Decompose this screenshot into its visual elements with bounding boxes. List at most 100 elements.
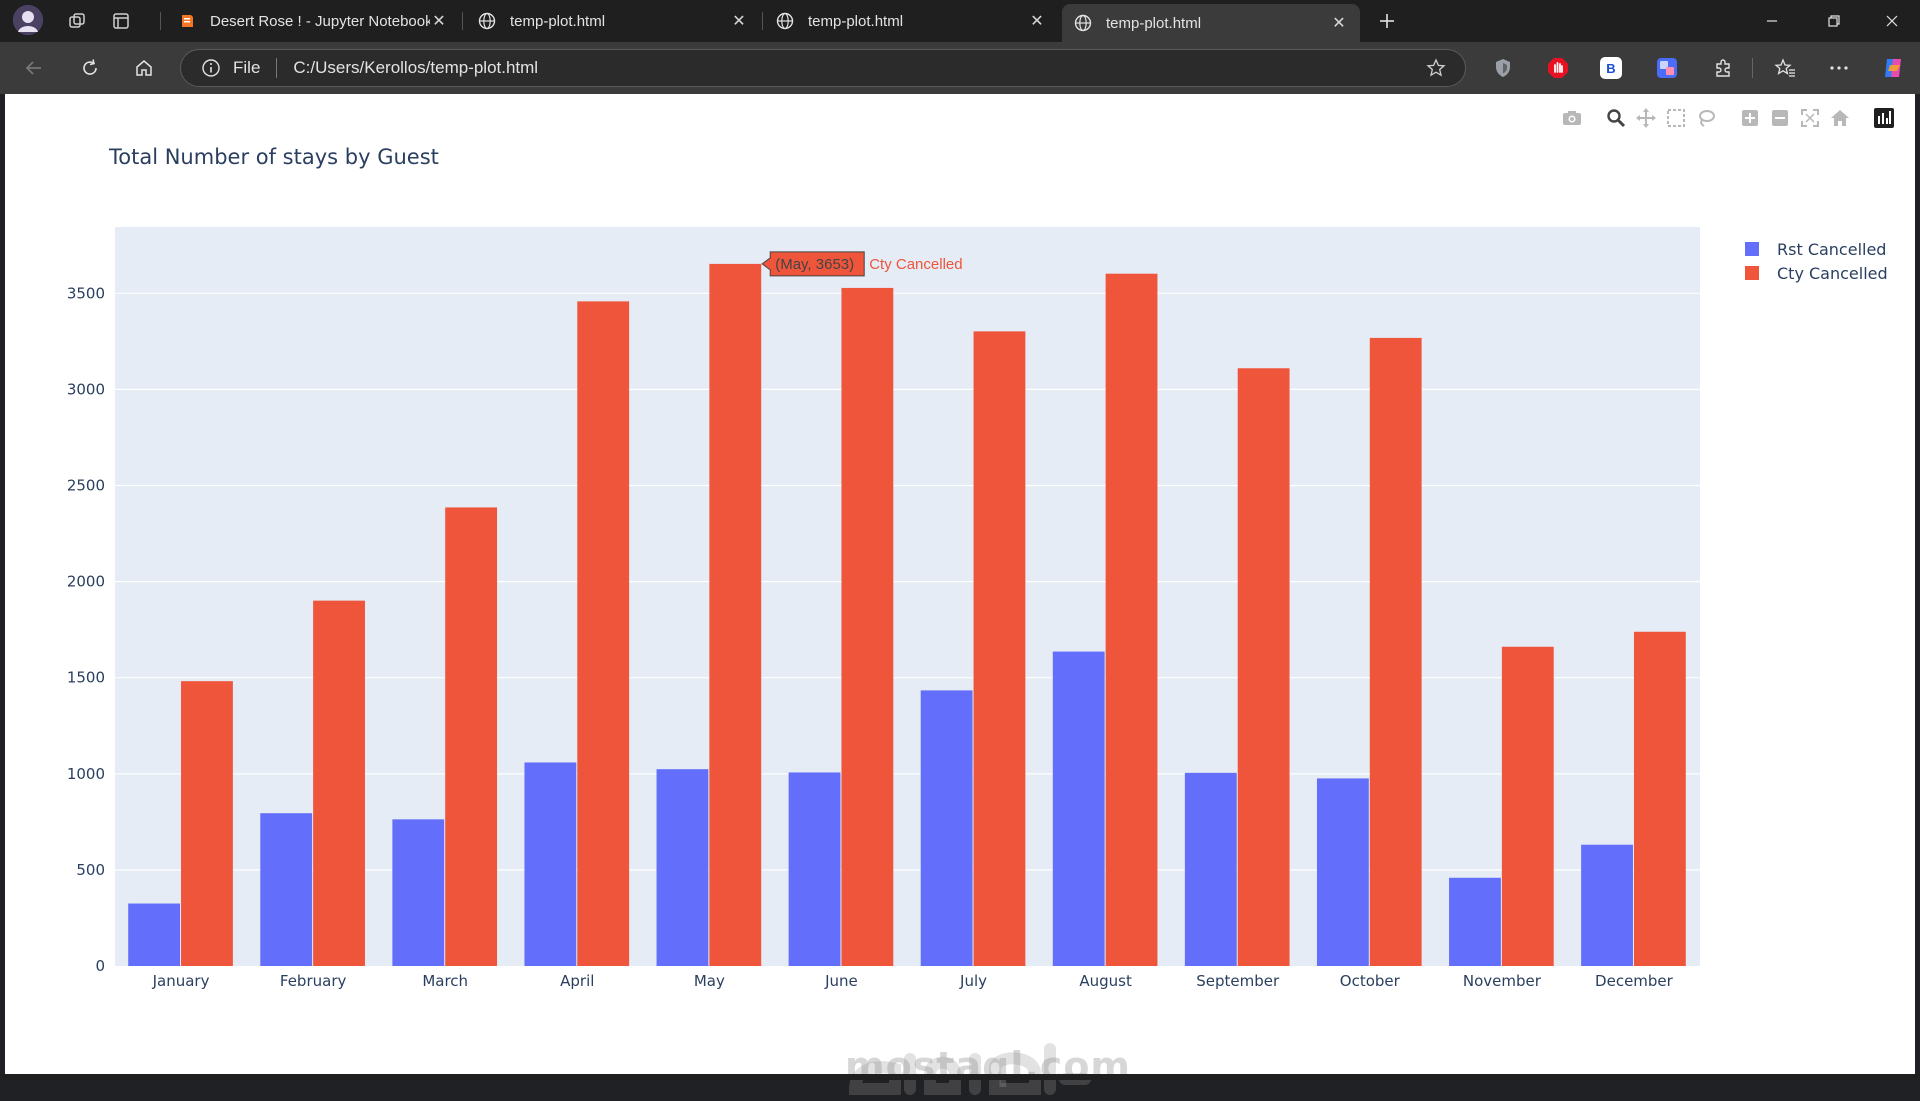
url-text[interactable]: C:/Users/Kerollos/temp-plot.html bbox=[293, 58, 539, 77]
close-tab-icon[interactable]: ✕ bbox=[732, 13, 746, 30]
workspaces-icon bbox=[69, 13, 85, 28]
home-icon bbox=[136, 60, 152, 76]
x-tick-label: September bbox=[1196, 972, 1280, 990]
minimize-button[interactable] bbox=[1744, 0, 1800, 42]
tab-title: temp-plot.html bbox=[808, 12, 904, 30]
x-tick-label: April bbox=[560, 972, 594, 990]
legend-label: Cty Cancelled bbox=[1777, 263, 1888, 283]
favorite-star-icon[interactable] bbox=[1425, 57, 1447, 79]
plus-icon bbox=[1380, 14, 1394, 28]
bar-rst-cancelled bbox=[920, 690, 973, 966]
zoom-icon[interactable] bbox=[1603, 106, 1629, 130]
bar-rst-cancelled bbox=[1581, 844, 1633, 966]
profile-avatar[interactable] bbox=[13, 5, 43, 35]
tab-temp-plot-1[interactable]: temp-plot.html ✕ bbox=[466, 4, 760, 38]
globe-icon bbox=[478, 12, 496, 30]
close-tab-icon[interactable]: ✕ bbox=[432, 13, 446, 30]
reload-icon bbox=[83, 59, 97, 75]
y-axis-ticks: 0 500 1000 1500 2000 2500 3000 3500 bbox=[67, 284, 105, 975]
legend-label: Rst Cancelled bbox=[1777, 239, 1887, 259]
y-tick-label: 1500 bbox=[67, 669, 105, 687]
y-tick-label: 2500 bbox=[67, 477, 105, 495]
shield-extension-icon[interactable] bbox=[1490, 55, 1516, 81]
box-select-icon[interactable] bbox=[1663, 106, 1689, 130]
more-menu-icon[interactable] bbox=[1826, 55, 1852, 81]
tab-separator bbox=[160, 12, 161, 30]
bar-cty-cancelled bbox=[577, 301, 630, 966]
camera-icon[interactable] bbox=[1559, 106, 1585, 130]
legend-swatch bbox=[1745, 266, 1759, 280]
tooltip-value: (May, 3653) bbox=[775, 256, 854, 273]
lasso-select-icon[interactable] bbox=[1693, 106, 1719, 130]
adblock-extension-icon[interactable] bbox=[1545, 55, 1571, 81]
bar-cty-cancelled bbox=[1237, 368, 1290, 967]
home-button[interactable] bbox=[126, 50, 162, 86]
bar-cty-cancelled bbox=[1633, 631, 1686, 966]
x-tick-label: November bbox=[1463, 972, 1542, 990]
globe-icon bbox=[1074, 14, 1092, 32]
restore-button[interactable] bbox=[1806, 0, 1862, 42]
bar-cty-cancelled bbox=[841, 287, 894, 966]
plot-area bbox=[115, 227, 1700, 966]
x-tick-label: June bbox=[824, 972, 858, 990]
legend-item-rst-cancelled[interactable]: Rst Cancelled bbox=[1745, 237, 1888, 261]
bar-chart[interactable]: 0 500 1000 1500 2000 2500 3000 3500 January Febr… bbox=[5, 94, 1915, 1074]
tab-temp-plot-2[interactable]: temp-plot.html ✕ bbox=[764, 4, 1058, 38]
close-window-button[interactable] bbox=[1864, 0, 1920, 42]
zoom-in-icon[interactable] bbox=[1737, 106, 1763, 130]
copilot-icon[interactable] bbox=[1880, 55, 1906, 81]
close-tab-icon[interactable]: ✕ bbox=[1030, 13, 1044, 30]
extensions-puzzle-icon[interactable] bbox=[1710, 55, 1736, 81]
x-tick-label: March bbox=[422, 972, 468, 990]
browser-toolbar: File C:/Users/Kerollos/temp-plot.html B bbox=[0, 42, 1920, 94]
scheme-label: File bbox=[233, 58, 261, 77]
window-bottom-border bbox=[0, 1074, 1920, 1080]
back-button[interactable] bbox=[16, 50, 52, 86]
address-bar[interactable]: File C:/Users/Kerollos/temp-plot.html bbox=[180, 49, 1466, 87]
bar-series bbox=[128, 263, 1686, 967]
reload-button[interactable] bbox=[72, 50, 108, 86]
zoom-out-icon[interactable] bbox=[1767, 106, 1793, 130]
plotly-logo-icon[interactable] bbox=[1871, 106, 1897, 130]
favorites-icon[interactable] bbox=[1772, 55, 1798, 81]
tab-title: temp-plot.html bbox=[510, 12, 606, 30]
bar-rst-cancelled bbox=[1052, 651, 1105, 966]
translate-extension-icon[interactable] bbox=[1654, 55, 1680, 81]
reset-axes-home-icon[interactable] bbox=[1827, 106, 1853, 130]
tab-actions-icon bbox=[113, 13, 129, 29]
x-tick-label: January bbox=[152, 972, 210, 990]
watermark-text: mostaql.com bbox=[845, 1044, 1132, 1088]
x-tick-label: February bbox=[280, 972, 347, 990]
close-tab-icon[interactable]: ✕ bbox=[1332, 15, 1346, 32]
bar-cty-cancelled bbox=[445, 507, 498, 966]
tooltip-series-name: Cty Cancelled bbox=[869, 256, 962, 273]
vertical-tabs-button[interactable] bbox=[103, 5, 139, 37]
toolbar-separator bbox=[1752, 58, 1753, 78]
tab-temp-plot-active[interactable]: temp-plot.html ✕ bbox=[1062, 4, 1360, 42]
close-icon bbox=[1886, 15, 1898, 27]
y-tick-label: 1000 bbox=[67, 765, 105, 783]
bar-rst-cancelled bbox=[524, 762, 577, 966]
plotly-modebar bbox=[1555, 106, 1897, 130]
info-icon[interactable] bbox=[201, 58, 221, 78]
globe-icon bbox=[776, 12, 794, 30]
y-tick-label: 0 bbox=[95, 957, 105, 975]
bar-rst-cancelled bbox=[656, 769, 709, 966]
new-tab-button[interactable] bbox=[1372, 6, 1402, 36]
b-extension-icon[interactable]: B bbox=[1600, 57, 1622, 79]
avatar-icon bbox=[13, 5, 43, 35]
chart-legend: Rst Cancelled Cty Cancelled bbox=[1745, 237, 1888, 285]
gridlines bbox=[115, 292, 1700, 871]
tab-jupyter[interactable]: Desert Rose ! - Jupyter Notebook ✕ bbox=[166, 4, 460, 38]
legend-item-cty-cancelled[interactable]: Cty Cancelled bbox=[1745, 261, 1888, 285]
x-tick-label: December bbox=[1595, 972, 1674, 990]
autoscale-icon[interactable] bbox=[1797, 106, 1823, 130]
pan-icon[interactable] bbox=[1633, 106, 1659, 130]
y-tick-label: 500 bbox=[76, 861, 105, 879]
workspaces-button[interactable] bbox=[59, 5, 95, 37]
tab-strip: Desert Rose ! - Jupyter Notebook ✕ temp-… bbox=[0, 0, 1920, 42]
back-arrow-icon bbox=[25, 61, 41, 75]
bar-rst-cancelled bbox=[1449, 877, 1501, 966]
page-content: Total Number of stays by Guest 0 500 1000 1… bbox=[5, 94, 1915, 1095]
tab-title: temp-plot.html bbox=[1106, 14, 1202, 32]
